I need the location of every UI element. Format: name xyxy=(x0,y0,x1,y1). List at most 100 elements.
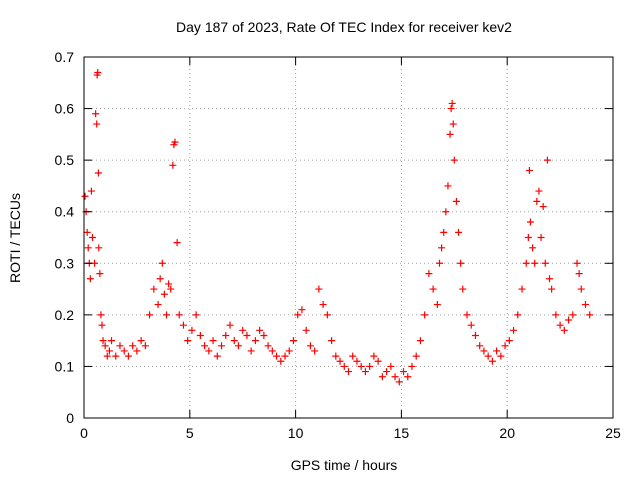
data-point xyxy=(391,373,399,381)
data-point xyxy=(156,275,164,283)
data-point xyxy=(260,331,268,339)
data-point xyxy=(524,234,532,241)
data-point xyxy=(447,105,455,113)
x-tick-label: 0 xyxy=(80,425,88,441)
y-tick-label: 0.4 xyxy=(55,204,75,220)
data-point xyxy=(525,166,533,174)
data-point xyxy=(387,362,395,370)
data-point xyxy=(429,285,437,293)
data-point xyxy=(539,203,547,211)
data-point xyxy=(137,337,145,345)
x-tick-label: 10 xyxy=(288,425,304,441)
data-point xyxy=(179,321,187,329)
data-point xyxy=(230,337,238,345)
data-point xyxy=(446,130,454,138)
data-point xyxy=(546,275,554,283)
data-point xyxy=(86,275,94,283)
data-point xyxy=(163,311,171,319)
data-point xyxy=(158,259,166,267)
data-points xyxy=(81,68,594,386)
data-point xyxy=(298,306,306,314)
data-point xyxy=(103,352,111,360)
data-point xyxy=(222,331,230,339)
data-point xyxy=(463,311,471,319)
data-point xyxy=(323,311,331,319)
data-point xyxy=(349,352,357,360)
data-point xyxy=(467,321,475,329)
data-point xyxy=(383,368,391,376)
data-point xyxy=(440,228,448,236)
data-point xyxy=(336,357,344,365)
data-point xyxy=(226,321,234,329)
data-point xyxy=(586,311,594,319)
data-point xyxy=(173,239,181,247)
data-point xyxy=(449,120,457,128)
y-tick-label: 0.7 xyxy=(55,49,75,65)
data-point xyxy=(92,110,100,118)
data-point xyxy=(101,342,109,350)
data-point xyxy=(205,347,213,355)
data-point xyxy=(285,347,293,355)
data-point xyxy=(94,68,102,76)
data-point xyxy=(560,326,568,334)
data-point xyxy=(171,138,179,146)
axis-ticks xyxy=(83,56,614,419)
data-point xyxy=(395,378,403,386)
data-point xyxy=(404,373,412,381)
data-point xyxy=(256,326,264,334)
data-point xyxy=(91,259,99,267)
data-point xyxy=(438,244,446,252)
data-point xyxy=(133,347,141,355)
data-point xyxy=(444,182,452,190)
data-point xyxy=(452,197,460,205)
data-point xyxy=(455,228,463,236)
data-point xyxy=(374,357,382,365)
data-point xyxy=(408,362,416,370)
data-point xyxy=(510,326,518,334)
x-tick-label: 20 xyxy=(499,425,515,441)
data-point xyxy=(277,357,285,365)
y-tick-label: 0.1 xyxy=(55,358,75,374)
data-point xyxy=(251,337,259,345)
data-point xyxy=(94,169,102,177)
data-point xyxy=(93,120,101,128)
data-point xyxy=(581,301,589,309)
x-tick-label: 25 xyxy=(605,425,621,441)
data-point xyxy=(141,342,149,350)
data-point xyxy=(108,337,116,345)
data-point xyxy=(83,228,91,236)
data-point xyxy=(518,285,526,293)
data-point xyxy=(416,337,424,345)
data-point xyxy=(201,342,209,350)
data-point xyxy=(345,368,352,376)
plot-frame xyxy=(83,56,614,419)
data-point xyxy=(573,259,581,267)
data-point xyxy=(146,311,154,319)
data-point xyxy=(105,347,113,355)
data-point xyxy=(88,234,96,241)
data-point xyxy=(541,259,549,267)
data-point xyxy=(112,352,120,360)
data-point xyxy=(471,331,479,339)
data-point xyxy=(124,352,132,360)
data-point xyxy=(81,192,89,200)
data-point xyxy=(366,362,374,370)
y-axis-label: ROTI / TECUs xyxy=(7,193,23,283)
data-point xyxy=(450,156,458,164)
data-point xyxy=(370,352,378,360)
data-point xyxy=(273,352,281,360)
data-point xyxy=(239,326,247,334)
data-point xyxy=(565,316,573,324)
data-point xyxy=(154,301,162,309)
data-point xyxy=(218,342,226,350)
data-point xyxy=(488,357,496,365)
data-point xyxy=(569,311,577,319)
data-point xyxy=(319,301,327,309)
data-point xyxy=(294,311,302,319)
data-point xyxy=(505,337,513,345)
data-point xyxy=(192,311,200,319)
data-point xyxy=(96,270,104,278)
data-point xyxy=(522,259,530,267)
x-tick-label: 5 xyxy=(186,425,194,441)
